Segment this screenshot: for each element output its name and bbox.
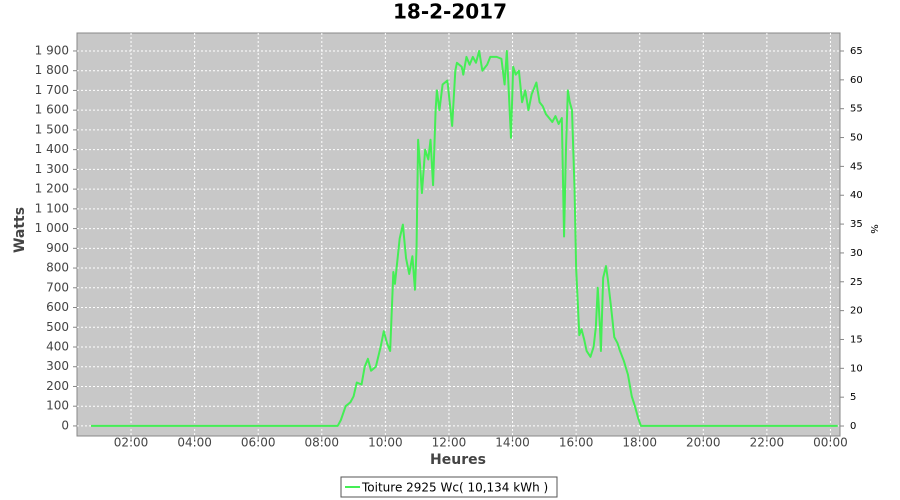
y2-axis-title: % xyxy=(868,224,879,234)
y-tick-label: 1 700 xyxy=(35,83,69,97)
y-tick-label: 1 100 xyxy=(35,201,69,215)
y2-tick-label: 55 xyxy=(850,104,863,115)
x-tick-label: 16:00 xyxy=(559,436,594,450)
chart-title: 18-2-2017 xyxy=(393,0,507,24)
y2-tick-label: 20 xyxy=(850,306,863,317)
series-line xyxy=(90,49,838,427)
y2-tick-label: 40 xyxy=(850,190,863,201)
plot-area xyxy=(76,32,841,437)
y-tick-label: 1 600 xyxy=(35,103,69,117)
y2-tick-label: 30 xyxy=(850,248,863,259)
y2-tick-label: 5 xyxy=(850,392,856,403)
y2-tick-label: 0 xyxy=(850,421,856,432)
y-tick-label: 400 xyxy=(46,339,69,353)
legend-text: Toiture 2925 Wc( 10,134 kWh ) xyxy=(361,481,548,495)
x-tick-label: 14:00 xyxy=(495,436,530,450)
y-tick-label: 1 400 xyxy=(35,142,69,156)
y-tick-label: 300 xyxy=(46,359,69,373)
x-tick-label: 20:00 xyxy=(686,436,721,450)
y-tick-label: 1 300 xyxy=(35,162,69,176)
y-tick-label: 100 xyxy=(46,399,69,413)
y-tick-label: 600 xyxy=(46,300,69,314)
y-tick-label: 1 900 xyxy=(35,43,69,57)
x-tick-label: 12:00 xyxy=(432,436,467,450)
y-tick-label: 700 xyxy=(46,280,69,294)
x-tick-label: 10:00 xyxy=(368,436,403,450)
y-axis-title: Watts xyxy=(12,207,28,253)
legend-box xyxy=(340,476,558,498)
y2-tick-label: 25 xyxy=(850,277,863,288)
y2-tick-label: 60 xyxy=(850,75,863,86)
y-tick-label: 500 xyxy=(46,320,69,334)
y-tick-label: 200 xyxy=(46,379,69,393)
y2-tick-label: 45 xyxy=(850,161,863,172)
y2-tick-label: 15 xyxy=(850,334,863,345)
x-tick-label: 08:00 xyxy=(304,436,339,450)
y-tick-label: 800 xyxy=(46,261,69,275)
y-tick-label: 1 200 xyxy=(35,182,69,196)
y2-tick-label: 65 xyxy=(850,46,863,57)
x-tick-label: 00:00 xyxy=(813,436,848,450)
y-tick-label: 1 000 xyxy=(35,221,69,235)
x-tick-label: 02:00 xyxy=(114,436,149,450)
x-tick-label: 06:00 xyxy=(241,436,276,450)
y2-tick-label: 50 xyxy=(850,133,863,144)
y-tick-label: 1 800 xyxy=(35,63,69,77)
y-tick-label: 0 xyxy=(61,418,69,432)
x-tick-label: 18:00 xyxy=(622,436,657,450)
x-tick-label: 22:00 xyxy=(750,436,785,450)
x-tick-label: 04:00 xyxy=(177,436,212,450)
y2-tick-label: 35 xyxy=(850,219,863,230)
y2-tick-label: 10 xyxy=(850,363,863,374)
y-tick-label: 1 500 xyxy=(35,122,69,136)
x-axis-title: Heures xyxy=(430,452,486,468)
y-tick-label: 900 xyxy=(46,241,69,255)
